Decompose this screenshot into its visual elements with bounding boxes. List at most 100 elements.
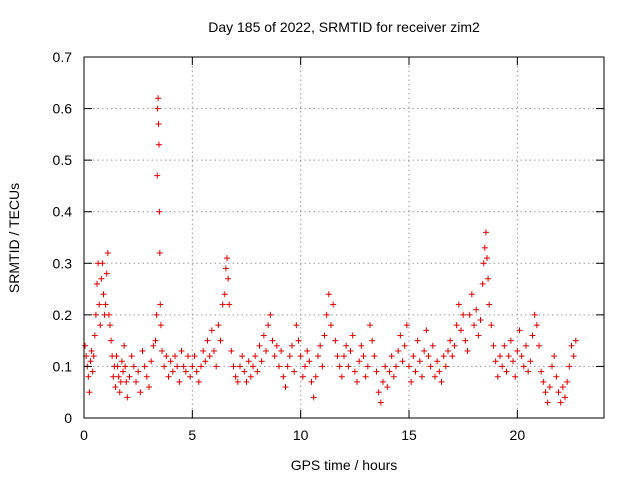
data-point <box>153 311 160 318</box>
data-point <box>239 353 246 360</box>
data-point <box>484 255 490 262</box>
data-point <box>143 373 150 380</box>
data-point <box>150 342 157 349</box>
data-point <box>89 368 96 375</box>
data-point <box>105 311 112 318</box>
data-point <box>492 358 499 365</box>
data-point <box>399 358 406 365</box>
data-point <box>393 363 399 370</box>
data-point <box>114 363 121 370</box>
data-point <box>222 265 229 272</box>
data-point <box>133 378 139 385</box>
data-point <box>412 368 419 375</box>
data-point <box>208 327 215 334</box>
data-point <box>99 260 106 267</box>
data-point <box>364 363 371 370</box>
data-point <box>538 368 545 375</box>
data-point <box>124 394 131 401</box>
data-point <box>475 332 482 339</box>
data-point <box>501 342 508 349</box>
data-point <box>90 353 97 360</box>
data-point <box>155 141 162 148</box>
data-point <box>466 311 473 318</box>
data-point <box>306 358 313 365</box>
data-point <box>178 347 185 354</box>
data-point <box>382 363 389 370</box>
data-point <box>280 373 287 380</box>
data-point <box>234 378 241 385</box>
data-point <box>278 347 285 354</box>
y-tick-label: 0.6 <box>53 101 73 117</box>
data-point <box>215 322 222 329</box>
data-point <box>356 358 363 365</box>
x-tick-label: 15 <box>401 427 417 443</box>
data-point <box>427 363 434 370</box>
data-point <box>217 337 224 344</box>
data-point <box>315 353 321 360</box>
data-point <box>479 280 486 287</box>
data-point <box>126 373 133 380</box>
data-point <box>546 384 553 391</box>
data-point <box>211 347 217 354</box>
data-point <box>497 353 503 360</box>
data-point <box>551 353 558 360</box>
data-point <box>482 229 489 236</box>
data-point <box>152 337 159 344</box>
data-point <box>232 373 239 380</box>
data-point <box>96 301 103 308</box>
data-point <box>397 332 404 339</box>
data-point <box>141 363 148 370</box>
data-point <box>282 384 289 391</box>
data-point <box>128 353 135 360</box>
data-point <box>167 358 174 365</box>
data-point <box>85 373 92 380</box>
data-point <box>458 327 464 334</box>
data-point <box>564 378 571 385</box>
data-point <box>540 378 547 385</box>
data-point <box>481 244 488 251</box>
data-point <box>252 353 259 360</box>
data-point <box>462 337 469 344</box>
data-point <box>104 249 111 256</box>
data-point <box>395 347 402 354</box>
data-point <box>224 255 230 262</box>
data-point <box>185 353 191 360</box>
data-point <box>380 378 386 385</box>
data-point <box>204 337 211 344</box>
data-point <box>295 337 302 344</box>
data-point <box>148 358 155 365</box>
data-point <box>82 342 89 349</box>
data-point <box>163 353 170 360</box>
data-point <box>566 363 573 370</box>
y-tick-label: 0 <box>64 410 72 426</box>
data-point <box>544 399 551 406</box>
data-point <box>406 363 412 370</box>
data-point <box>338 373 345 380</box>
x-tick-label: 0 <box>80 427 88 443</box>
data-point <box>414 337 421 344</box>
x-axis-label: GPS time / hours <box>291 457 398 473</box>
data-point <box>568 342 575 349</box>
data-point <box>390 373 397 380</box>
data-point <box>161 363 168 370</box>
data-point <box>206 353 213 360</box>
data-point <box>360 353 367 360</box>
data-point <box>447 337 454 344</box>
data-point <box>273 342 280 349</box>
data-point <box>562 394 568 401</box>
data-point <box>410 353 417 360</box>
data-point <box>419 373 425 380</box>
data-point <box>87 358 94 365</box>
data-point <box>386 368 393 375</box>
data-point <box>226 301 233 308</box>
y-tick-label: 0.4 <box>53 204 73 220</box>
x-tick-label: 5 <box>188 427 196 443</box>
data-point <box>245 358 252 365</box>
data-point <box>367 322 373 329</box>
data-point <box>123 378 130 385</box>
data-point <box>514 347 521 354</box>
axis-tick-labels: 0 5 10 15 20 0 0.1 0.2 0.3 0.4 0.5 0.6 0.7 <box>53 49 526 443</box>
data-point <box>557 399 564 406</box>
data-point <box>94 280 100 287</box>
